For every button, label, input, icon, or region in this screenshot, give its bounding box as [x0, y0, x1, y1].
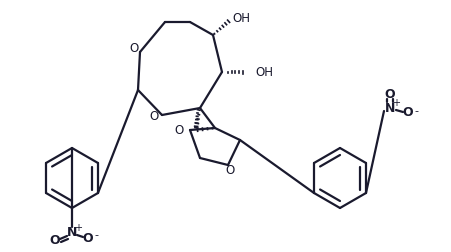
Text: OH: OH: [232, 12, 250, 24]
Text: -: -: [94, 230, 98, 240]
Text: O: O: [175, 124, 184, 138]
Text: O: O: [83, 232, 93, 244]
Text: +: +: [392, 98, 400, 108]
Text: O: O: [50, 235, 60, 247]
Text: -: -: [414, 106, 418, 116]
Text: O: O: [385, 87, 396, 101]
Text: N: N: [385, 102, 395, 114]
Text: O: O: [226, 164, 235, 176]
Text: OH: OH: [255, 66, 273, 79]
Text: +: +: [74, 223, 82, 233]
Text: O: O: [149, 110, 159, 123]
Text: O: O: [129, 42, 138, 54]
Text: O: O: [403, 107, 413, 119]
Text: N: N: [67, 227, 77, 239]
